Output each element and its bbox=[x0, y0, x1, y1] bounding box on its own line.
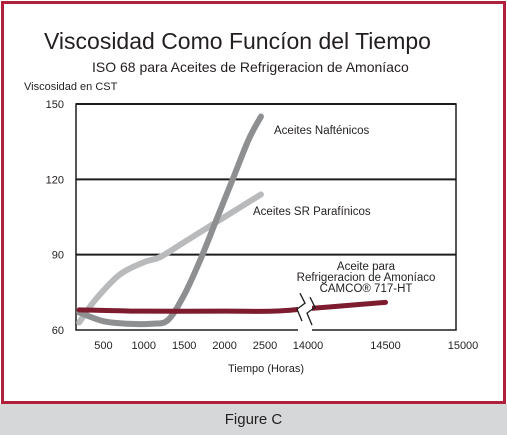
x-tick-label: 14500 bbox=[370, 340, 401, 352]
axis-break-mark-left bbox=[296, 292, 306, 322]
series-label-naftenicos: Aceites Nafténicos bbox=[274, 125, 369, 137]
axis-break-mark-right bbox=[306, 296, 316, 326]
x-tick-label: 1500 bbox=[172, 340, 196, 352]
plot-box bbox=[75, 103, 457, 331]
series-line-naftenicos bbox=[76, 113, 264, 328]
chart-title: Viscosidad Como Funcíon del Tiempo bbox=[44, 28, 431, 54]
y-tick-label: 90 bbox=[52, 250, 64, 262]
x-tick-label: 15000 bbox=[448, 340, 479, 352]
x-tick-label: 500 bbox=[94, 340, 112, 352]
x-tick-label: 2000 bbox=[212, 340, 236, 352]
y-tick-label: 60 bbox=[52, 325, 64, 337]
x-tick-label: 2500 bbox=[253, 340, 277, 352]
series-label-parafinicos: Aceites SR Parafínicos bbox=[253, 206, 371, 218]
x-axis-label: Tiempo (Horas) bbox=[228, 363, 304, 375]
axis-break-baseline-gap bbox=[298, 329, 312, 332]
x-tick-label: 14000 bbox=[293, 340, 324, 352]
y-tick-label: 120 bbox=[46, 174, 64, 186]
y-axis-label: Viscosidad en CST bbox=[24, 81, 118, 93]
figure-caption: Figure C bbox=[224, 411, 283, 428]
y-tick-label: 150 bbox=[46, 99, 64, 111]
chart-subtitle: ISO 68 para Aceites de Refrigeracion de … bbox=[92, 59, 409, 75]
series-label-camco-line: Refrigeracion de Amoníaco bbox=[297, 272, 436, 284]
series-label-camco: Aceite para Refrigeracion de Amoníaco CAMC… bbox=[297, 261, 436, 295]
series-line-parafinicos bbox=[76, 191, 264, 326]
series-line-camco bbox=[76, 299, 388, 314]
series-label-camco-line: CAMCO® 717-HT bbox=[320, 283, 413, 295]
x-tick-label: 1000 bbox=[132, 340, 156, 352]
caption-bar bbox=[0, 404, 507, 435]
series-label-camco-line: Aceite para bbox=[337, 261, 396, 273]
